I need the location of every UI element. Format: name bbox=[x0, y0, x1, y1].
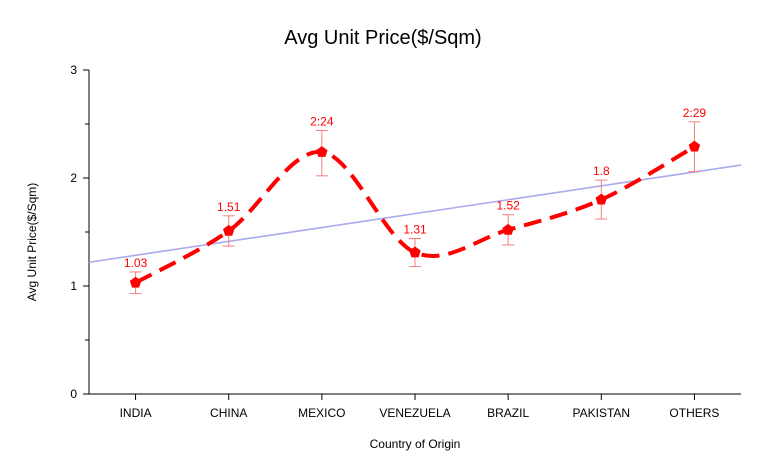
data-point-marker bbox=[409, 246, 421, 258]
markers bbox=[129, 140, 701, 288]
x-tick-label: PAKISTAN bbox=[572, 406, 630, 420]
data-label: 2:24 bbox=[310, 114, 334, 128]
data-point-marker bbox=[129, 276, 142, 288]
data-label: 1.31 bbox=[403, 222, 427, 236]
data-point-marker bbox=[688, 140, 701, 152]
error-bars bbox=[129, 121, 701, 295]
data-point-marker bbox=[595, 193, 607, 205]
chart-title: Avg Unit Price($/Sqm) bbox=[284, 27, 481, 49]
data-labels: 1.03 1.51 2:24 1.31 1.52 1.8 2:29 bbox=[124, 106, 707, 270]
x-tick-label: BRAZIL bbox=[487, 406, 529, 420]
x-axis-label: Country of Origin bbox=[370, 437, 461, 451]
y-tick-label: 1 bbox=[70, 279, 77, 293]
axes: 0 1 2 3 INDIA CHINA MEXICO VENEZUELA BRAZIL PAKIS… bbox=[70, 63, 741, 420]
x-tick-label: OTHERS bbox=[669, 406, 719, 420]
data-point-marker bbox=[223, 224, 235, 236]
data-label: 2:29 bbox=[683, 106, 707, 120]
y-tick-label: 0 bbox=[70, 387, 77, 401]
data-point-marker bbox=[316, 146, 328, 157]
y-axis-label: Avg Unit Price($/Sqm) bbox=[25, 183, 39, 301]
x-tick-label: VENEZUELA bbox=[379, 406, 450, 420]
x-tick-label: INDIA bbox=[120, 406, 152, 420]
data-label: 1.52 bbox=[496, 199, 520, 213]
y-tick-label: 3 bbox=[70, 63, 77, 77]
data-label: 1.51 bbox=[217, 200, 241, 214]
data-point-marker bbox=[502, 223, 514, 235]
x-tick-label: MEXICO bbox=[298, 406, 345, 420]
data-label: 1.03 bbox=[124, 256, 148, 270]
x-tick-label: CHINA bbox=[210, 406, 247, 420]
data-label: 1.8 bbox=[593, 164, 610, 178]
y-tick-label: 2 bbox=[70, 171, 77, 185]
trendline-layer bbox=[88, 164, 742, 264]
trendline bbox=[88, 164, 742, 264]
